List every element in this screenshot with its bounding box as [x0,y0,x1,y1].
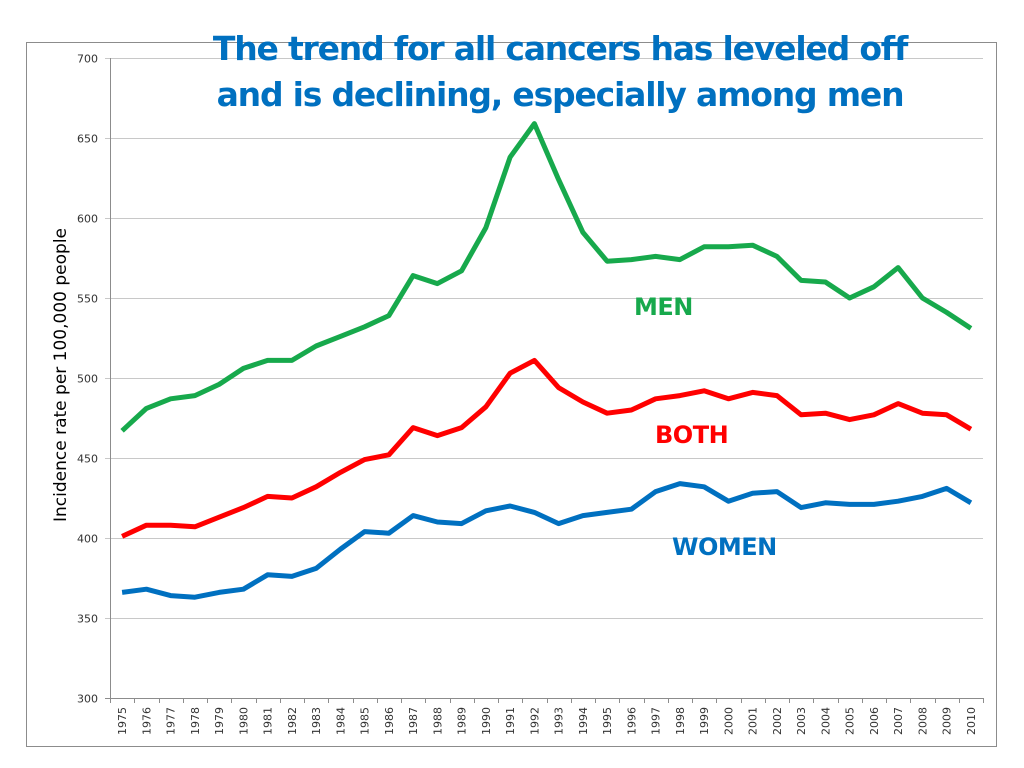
series-label-women: WOMEN [672,533,777,561]
series-line-women [121,481,973,600]
y-tick-label: 400 [77,533,98,546]
x-tick-label: 2008 [916,707,929,735]
x-tick-label: 1986 [383,707,396,735]
series-line-both [121,357,973,539]
chart-title-line-1: The trend for all cancers has leveled of… [212,29,908,68]
x-tick-label: 1977 [165,707,178,735]
series-line-men [120,121,973,433]
x-tick-label: 1993 [553,707,566,735]
x-tick-label: 1998 [674,707,687,735]
y-tick-label: 700 [77,53,98,66]
x-tick-label: 2010 [965,707,978,735]
x-tick-label: 1984 [334,707,347,735]
chart-title-line-2: and is declining, especially among men [216,75,905,114]
gridlines [105,58,983,619]
y-tick-label: 500 [77,373,98,386]
x-tick-label: 1996 [625,707,638,735]
x-tick-label: 2001 [747,707,760,735]
x-tick-label: 1980 [237,707,250,735]
y-tick-label: 350 [77,613,98,626]
x-tick-label: 1981 [262,707,275,735]
x-tick-label: 1978 [189,707,202,735]
x-tick-label: 1997 [650,707,663,735]
x-tick-labels: 1975 1976 1977 1978 1979 1980 1981 1982 1983 1984… [116,707,978,735]
axes [105,58,984,703]
x-tick-label: 2009 [941,707,954,735]
x-tick-label: 1979 [213,707,226,735]
x-tick-label: 1995 [601,707,614,735]
series-lines [120,121,973,600]
y-tick-label: 550 [77,293,98,306]
x-tick-label: 1989 [456,707,469,735]
x-tick-label: 1992 [528,707,541,735]
x-tick-label: 1975 [116,707,129,735]
x-tick-label: 2005 [844,707,857,735]
x-tick-label: 1985 [359,707,372,735]
x-tick-label: 2002 [771,707,784,735]
y-tick-labels: 300 350 400 450 500 550 600 650 700 [77,53,98,706]
x-tick-label: 2006 [868,707,881,735]
y-tick-label: 450 [77,453,98,466]
x-tick-label: 2007 [892,707,905,735]
x-tick-label: 1983 [310,707,323,735]
x-tick-label: 1999 [698,707,711,735]
x-tick-label: 2000 [722,707,735,735]
x-tick-label: 2003 [795,707,808,735]
y-tick-label: 300 [77,693,98,706]
x-tick-label: 1994 [577,707,590,735]
y-tick-label: 600 [77,213,98,226]
x-tick-label: 1988 [431,707,444,735]
x-tick-label: 1987 [407,707,420,735]
chart-title: The trend for all cancers has leveled of… [130,26,990,118]
x-tick-label: 2004 [819,707,832,735]
y-tick-label: 650 [77,133,98,146]
series-label-men: MEN [634,293,693,321]
x-tick-label: 1976 [140,707,153,735]
x-tick-label: 1982 [286,707,299,735]
series-label-both: BOTH [655,421,729,449]
x-tick-label: 1990 [480,707,493,735]
x-tick-label: 1991 [504,707,517,735]
y-axis-label: Incidence rate per 100,000 people [51,228,71,522]
